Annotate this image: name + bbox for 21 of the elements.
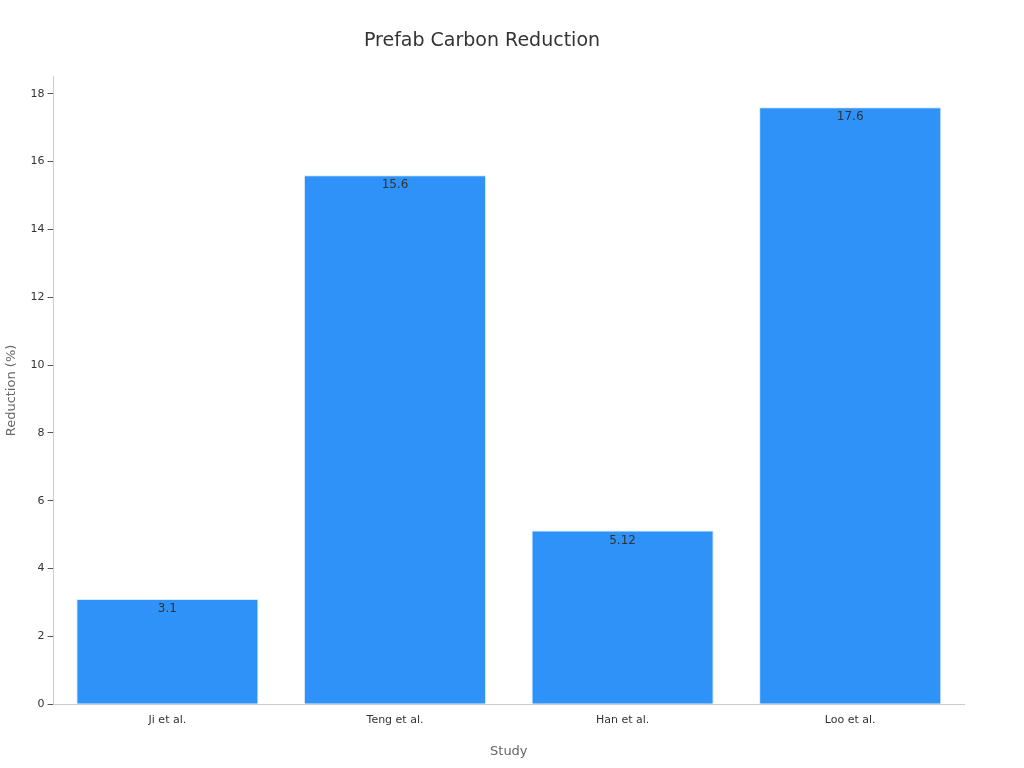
chart-title: Prefab Carbon Reduction: [363, 28, 601, 51]
data-label: 15.6: [381, 177, 409, 192]
y-tick-label: 6: [37, 493, 45, 507]
y-tick-label: 16: [30, 154, 45, 168]
y-tick-label: 18: [30, 86, 45, 100]
x-tick-label: Han et al.: [595, 712, 650, 726]
y-tick-label: 4: [37, 561, 45, 575]
x-tick-label: Loo et al.: [824, 712, 876, 726]
y-axis-title: Reduction (%): [3, 344, 19, 437]
y-tick-label: 0: [37, 697, 45, 711]
data-label: 17.6: [836, 109, 864, 124]
data-label: 3.1: [157, 601, 177, 616]
y-tick-label: 10: [30, 357, 45, 371]
y-tick-label: 2: [37, 629, 45, 643]
x-tick-label: Ji et al.: [147, 712, 187, 726]
y-tick-label: 8: [37, 425, 45, 439]
y-tick-label: 12: [30, 290, 45, 304]
y-tick-label: 14: [30, 222, 45, 236]
x-tick-label: Teng et al.: [365, 712, 424, 726]
data-label: 5.12: [609, 532, 636, 547]
x-axis-title: Study: [490, 742, 528, 758]
